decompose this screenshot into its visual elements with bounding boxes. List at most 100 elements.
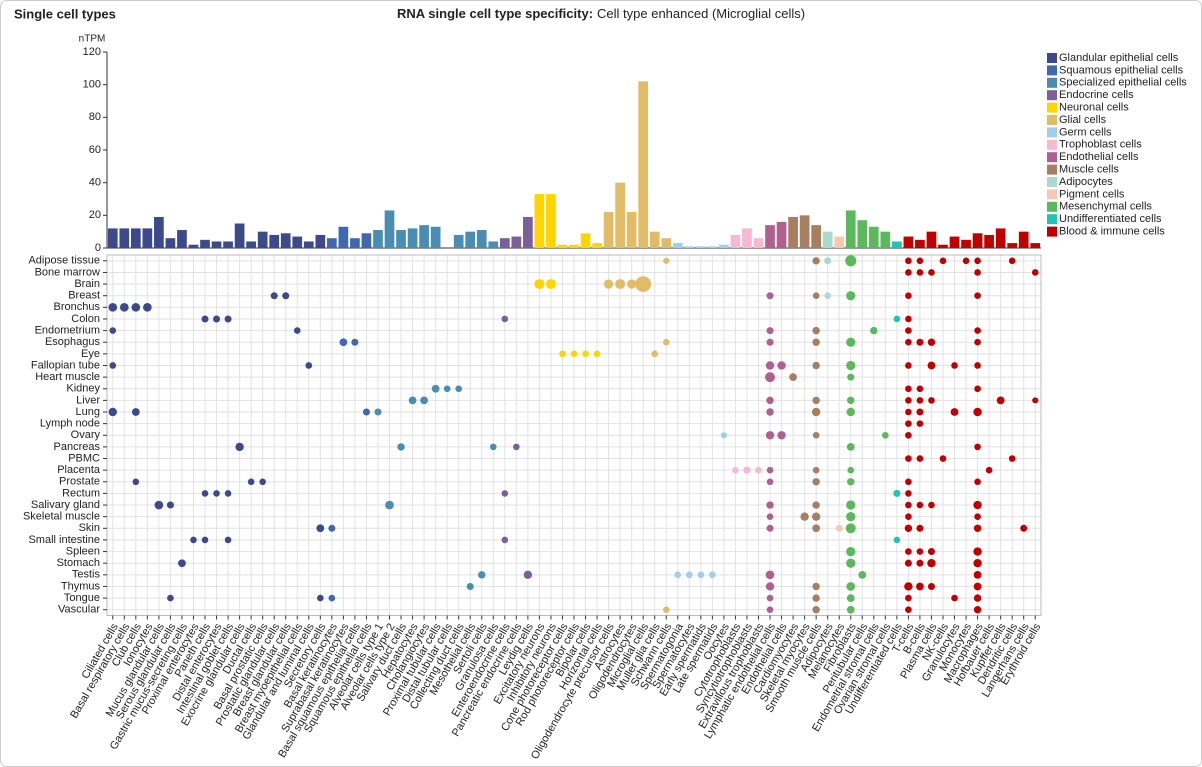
dot [845,523,856,534]
dot [973,594,982,602]
dot [973,558,982,568]
dot [443,385,451,393]
dot [812,524,821,533]
bar [154,216,164,248]
dot [385,500,394,510]
dot [916,501,924,509]
dot [846,443,855,451]
legend-swatch [1047,90,1057,101]
dot [766,292,774,300]
bar [868,226,879,248]
dot [905,548,912,555]
dot [328,594,336,602]
dot [824,257,832,265]
dot [119,302,129,312]
dot [905,455,912,462]
bar [995,228,1006,248]
bar [546,194,556,248]
dot [1032,397,1039,404]
dot [974,513,981,520]
bar [972,233,983,248]
bar [338,226,349,248]
dot [973,500,982,510]
dot [835,524,843,532]
dot [916,548,924,555]
tissue-label: PBMC [68,452,100,464]
dot [870,326,878,335]
bar [350,238,360,248]
tissue-label: Adipose tissue [28,255,100,267]
dot [916,455,924,462]
bar [592,243,602,248]
dot [131,408,140,416]
bar [684,246,695,248]
dot [109,327,117,334]
bar [1018,231,1029,248]
subtitle-text: Cell type enhanced (Microglial cells) [597,6,805,21]
legend-label: Glandular epithelial cells [1059,52,1179,64]
dot [812,396,820,405]
tissue-label: Skeletal muscle [23,511,100,523]
dot [593,350,601,358]
bar [753,238,764,248]
tissue-label: Lymph node [40,418,100,430]
dot [1020,524,1028,532]
bar [984,234,994,248]
dot [305,362,313,369]
dot [686,571,693,579]
bar [488,241,499,248]
dot [846,582,856,591]
dot [362,408,370,416]
legend-label: Mesenchymal cells [1059,201,1152,213]
dot [766,396,774,405]
dot [893,489,901,497]
dot [559,350,566,358]
dot [131,302,141,312]
legend-label: Endocrine cells [1059,89,1134,101]
dot [766,524,774,532]
bar [961,239,971,248]
dot [766,513,774,520]
dot [846,407,855,417]
dot [904,582,913,591]
dot [765,582,775,591]
dot [974,385,981,393]
bar [892,241,902,248]
dot [812,326,820,335]
dot [466,582,474,590]
bar [396,230,406,248]
bar [211,241,222,248]
tissue-label: Fallopian tube [31,359,100,371]
legend-swatch [1047,127,1057,138]
dot [201,315,209,323]
dot [916,420,924,427]
legend-swatch [1047,65,1057,76]
dot [697,571,705,579]
legend-label: Blood & immune cells [1059,226,1165,238]
y-tick-label: 20 [89,209,101,221]
bar [511,236,522,248]
bar [1030,243,1041,248]
bar [177,230,187,248]
dot [501,536,509,544]
legend-swatch [1047,102,1057,113]
dot [916,582,924,591]
dot [143,302,152,312]
legend-swatch [1047,53,1057,63]
tissue-label: Salivary gland [31,499,100,511]
tissue-label: Rectum [62,487,100,499]
dot [905,420,912,427]
bar [130,228,141,248]
dot [927,338,936,346]
dot [374,408,382,416]
bar [626,212,637,248]
dot [765,570,775,580]
legend-label: Glial cells [1059,114,1107,126]
dot [916,338,924,346]
dot [811,512,821,521]
bar [200,239,210,248]
bar [569,244,579,248]
bar [799,215,810,248]
dot [905,431,912,439]
dot [765,372,776,383]
